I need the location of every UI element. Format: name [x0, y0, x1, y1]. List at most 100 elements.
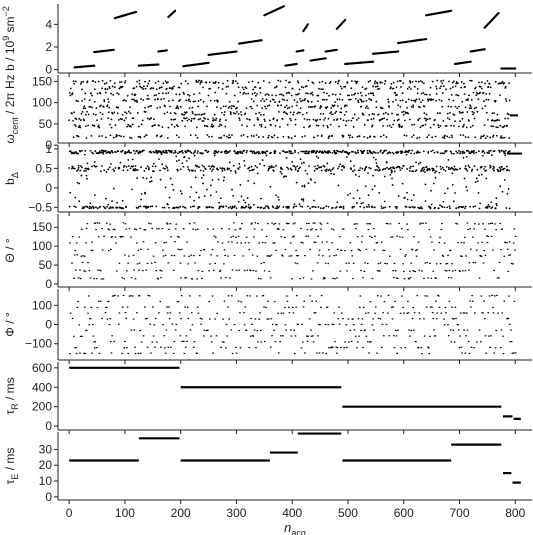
data-point	[126, 169, 129, 172]
data-point	[304, 352, 306, 354]
data-point	[165, 241, 168, 243]
data-point	[402, 306, 405, 309]
data-point	[395, 335, 398, 337]
data-point	[315, 124, 318, 127]
data-point	[268, 165, 271, 168]
data-point	[221, 88, 224, 90]
data-point	[332, 167, 335, 169]
y-tick-label: 30	[39, 442, 53, 456]
data-point	[490, 125, 493, 128]
data-point	[277, 198, 280, 201]
data-point	[478, 81, 480, 84]
data-point	[209, 167, 212, 170]
data-point	[95, 165, 98, 168]
data-point	[295, 62, 298, 66]
data-point	[118, 323, 120, 325]
data-point	[495, 329, 498, 332]
data-point	[117, 93, 120, 96]
data-point	[111, 151, 114, 154]
data-point	[395, 207, 398, 210]
data-point	[90, 92, 92, 95]
data-point	[325, 168, 328, 171]
data-point	[442, 79, 445, 82]
data-point	[373, 206, 376, 209]
data-point	[130, 137, 133, 140]
data-point	[203, 195, 206, 198]
data-point	[233, 105, 236, 108]
data-point	[285, 157, 288, 159]
data-point	[89, 318, 92, 320]
data-point	[73, 277, 75, 279]
data-point	[299, 158, 302, 161]
data-point	[105, 197, 107, 200]
data-point	[287, 207, 290, 209]
data-point	[313, 205, 315, 208]
data-point	[79, 165, 82, 167]
data-point	[267, 255, 270, 257]
data-point	[255, 134, 258, 136]
data-point	[500, 149, 503, 152]
data-point	[439, 87, 441, 90]
data-point	[71, 262, 73, 264]
data-point	[358, 135, 361, 138]
data-point	[122, 207, 125, 210]
data-point	[340, 312, 343, 314]
data-point	[187, 263, 190, 265]
data-point	[277, 227, 279, 230]
data-point	[286, 99, 289, 102]
data-point	[263, 270, 266, 272]
data-point	[491, 206, 494, 209]
data-point	[78, 117, 81, 120]
data-point	[410, 165, 412, 168]
data-point	[419, 126, 422, 129]
data-point	[422, 124, 425, 127]
data-point	[280, 104, 282, 107]
data-point	[150, 180, 153, 183]
data-point	[282, 229, 285, 231]
data-point	[102, 151, 105, 154]
data-point	[314, 312, 317, 314]
data-point	[226, 135, 228, 138]
data-point	[503, 136, 506, 139]
data-point	[407, 300, 409, 302]
data-point	[170, 118, 173, 121]
data-point	[507, 188, 510, 190]
y-tick-label: 10	[39, 474, 53, 488]
data-point	[203, 125, 206, 127]
data-point	[188, 169, 191, 172]
data-point	[290, 94, 293, 97]
data-point	[158, 92, 160, 95]
data-point	[269, 100, 272, 103]
data-point	[355, 202, 358, 204]
data-point	[383, 200, 386, 203]
data-point	[250, 134, 253, 137]
data-point	[434, 135, 437, 138]
data-point	[378, 87, 381, 90]
data-point	[363, 206, 366, 209]
data-point	[499, 185, 502, 188]
data-point	[195, 113, 198, 116]
data-point	[488, 335, 490, 337]
data-point	[213, 269, 215, 271]
data-point	[328, 94, 330, 97]
data-point	[510, 340, 513, 343]
data-point	[352, 318, 354, 320]
data-point	[192, 346, 195, 348]
data-point	[111, 235, 113, 238]
data-point	[295, 205, 298, 208]
data-point	[374, 306, 377, 308]
data-point	[237, 168, 240, 170]
data-point	[350, 249, 353, 252]
data-point	[408, 86, 411, 89]
data-point	[267, 169, 270, 172]
data-point	[360, 329, 362, 331]
data-point	[454, 306, 457, 308]
data-point	[233, 323, 236, 326]
y-tick-label: 20	[39, 458, 53, 472]
data-point	[188, 98, 190, 101]
data-point	[144, 80, 146, 83]
data-point	[381, 207, 383, 210]
data-point	[483, 124, 486, 127]
data-point	[115, 151, 117, 154]
data-point	[199, 317, 202, 320]
